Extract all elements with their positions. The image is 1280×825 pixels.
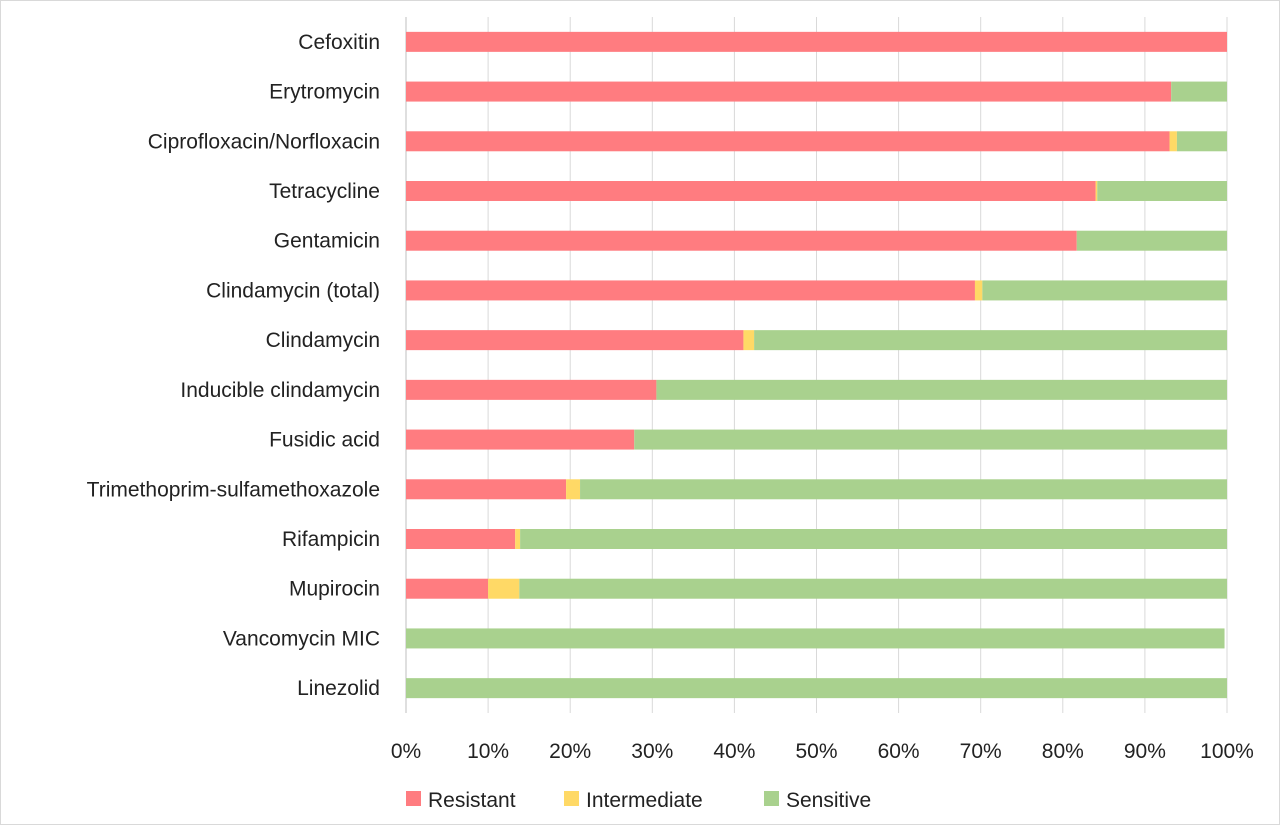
x-tick-label: 100% [1200, 740, 1254, 763]
bar-resistant-rifampicin [406, 529, 516, 549]
x-tick-label: 80% [1042, 740, 1084, 763]
bar-resistant-gentamicin [406, 230, 1077, 251]
grid-lines [405, 17, 1228, 713]
category-label: Erytromycin [269, 81, 380, 104]
bar-intermediate-mupirocin [488, 578, 520, 599]
category-label: Gentamicin [274, 230, 380, 253]
bar-sensitive-clindamycin-total [982, 280, 1227, 301]
legend-swatch-sensitive [764, 791, 779, 806]
bar-resistant-clindamycin [406, 330, 744, 351]
bar-resistant-trimethoprim-sulfamethoxazole [406, 479, 567, 500]
bar-sensitive-vancomycin-mic [406, 628, 1225, 649]
category-label: Inducible clindamycin [180, 379, 380, 402]
bar-resistant-fusidic-acid [406, 429, 635, 450]
bar-resistant-inducible-clindamycin [406, 379, 657, 400]
bar-intermediate-clindamycin-total [974, 280, 983, 301]
bars [406, 31, 1227, 699]
bar-intermediate-ciprofloxacin-norfloxacin [1169, 131, 1177, 152]
bar-resistant-clindamycin-total [406, 280, 975, 301]
legend: Resistant Intermediate Sensitive [406, 789, 871, 812]
bar-intermediate-clindamycin [743, 330, 755, 351]
bar-resistant-tetracycline [406, 181, 1096, 201]
bar-intermediate-trimethoprim-sulfamethoxazole [566, 479, 581, 500]
category-label: Vancomycin MIC [223, 627, 380, 650]
category-label: Fusidic acid [269, 429, 380, 452]
bar-resistant-ciprofloxacin-norfloxacin [406, 131, 1170, 152]
category-label: Tetracycline [269, 180, 380, 203]
x-tick-label: 0% [391, 740, 421, 763]
category-label: Ciprofloxacin/Norfloxacin [148, 130, 380, 153]
x-axis-tick-labels: 0% 10% 20% 30% 40% 50% 60% 70% 80% 90% 100% [391, 740, 1254, 763]
bar-sensitive-fusidic-acid [634, 429, 1227, 450]
bar-sensitive-tetracycline [1097, 181, 1227, 201]
bar-sensitive-erytromycin [1171, 81, 1227, 102]
legend-swatch-intermediate [564, 791, 579, 806]
bar-sensitive-gentamicin [1076, 230, 1227, 251]
category-label: Mupirocin [289, 578, 380, 601]
x-tick-label: 60% [878, 740, 920, 763]
category-labels: Cefoxitin Erytromycin Ciprofloxacin/Norflo… [87, 31, 380, 700]
category-label: Linezolid [297, 677, 380, 700]
bar-sensitive-rifampicin [520, 529, 1227, 549]
legend-swatch-resistant [406, 791, 421, 806]
bar-intermediate-tetracycline [1095, 181, 1098, 201]
bar-sensitive-inducible-clindamycin [656, 379, 1227, 400]
bar-sensitive-clindamycin [754, 330, 1227, 351]
category-label: Trimethoprim-sulfamethoxazole [87, 478, 380, 501]
x-tick-label: 90% [1124, 740, 1166, 763]
x-tick-label: 70% [960, 740, 1002, 763]
x-tick-label: 40% [713, 740, 755, 763]
bar-sensitive-linezolid [406, 678, 1227, 699]
category-label: Rifampicin [282, 528, 380, 551]
category-label: Clindamycin (total) [206, 279, 380, 302]
legend-label-resistant: Resistant [428, 789, 516, 812]
bar-sensitive-ciprofloxacin-norfloxacin [1176, 131, 1227, 152]
legend-label-intermediate: Intermediate [586, 789, 703, 812]
bar-sensitive-trimethoprim-sulfamethoxazole [580, 479, 1227, 500]
bar-resistant-mupirocin [406, 578, 489, 599]
bar-resistant-erytromycin [406, 81, 1172, 102]
category-label: Cefoxitin [298, 31, 380, 54]
bar-sensitive-mupirocin [519, 578, 1227, 599]
x-tick-label: 30% [631, 740, 673, 763]
bar-intermediate-rifampicin [515, 529, 521, 549]
category-label: Clindamycin [266, 329, 380, 352]
x-tick-label: 50% [795, 740, 837, 763]
x-tick-label: 10% [467, 740, 509, 763]
x-tick-label: 20% [549, 740, 591, 763]
bar-resistant-cefoxitin [406, 31, 1227, 52]
legend-label-sensitive: Sensitive [786, 789, 871, 812]
